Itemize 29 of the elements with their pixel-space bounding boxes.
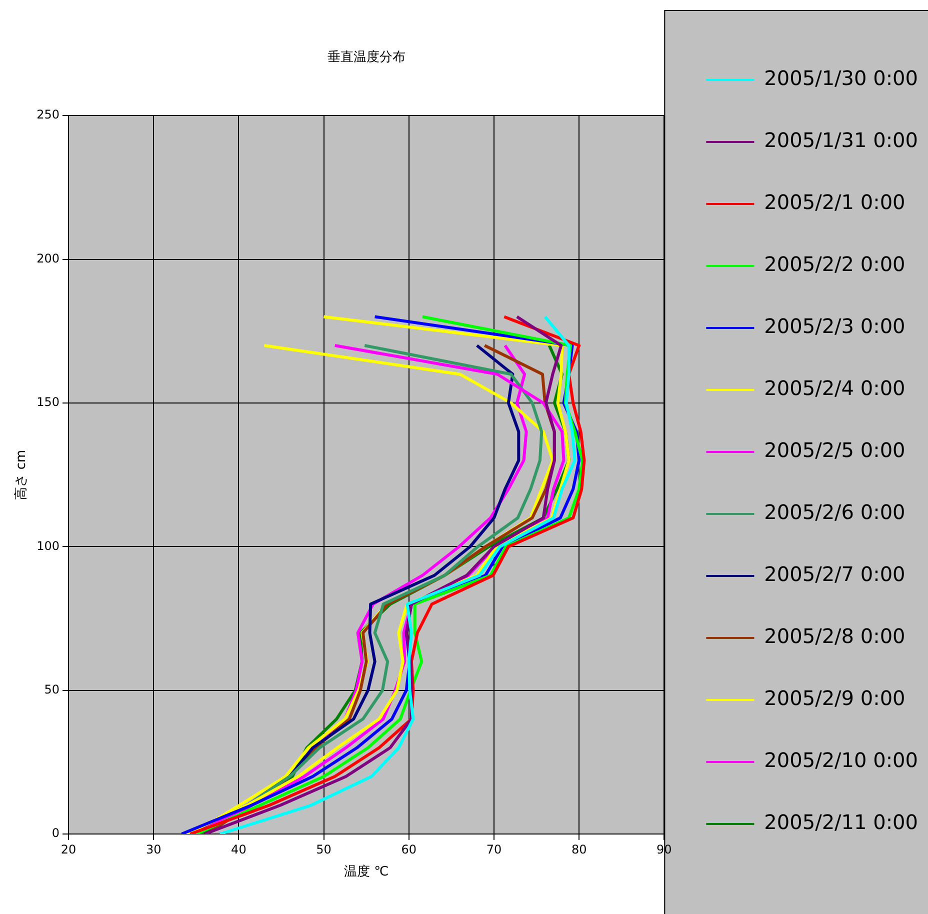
y-tick-label: 200 bbox=[36, 251, 60, 266]
legend-label: 2005/2/1 0:00 bbox=[764, 190, 906, 214]
legend-label: 2005/2/8 0:00 bbox=[764, 624, 906, 648]
chart-title: 垂直温度分布 bbox=[327, 49, 406, 66]
legend-label: 2005/2/5 0:00 bbox=[764, 438, 906, 462]
legend-label: 2005/2/4 0:00 bbox=[764, 376, 906, 400]
y-tick-label: 150 bbox=[36, 395, 60, 410]
y-tick-label: 0 bbox=[52, 826, 60, 840]
x-axis-title: 温度 ℃ bbox=[344, 864, 389, 880]
x-tick-label: 60 bbox=[401, 842, 417, 856]
legend-label: 2005/2/7 0:00 bbox=[764, 562, 906, 586]
legend-label: 2005/2/11 0:00 bbox=[764, 810, 918, 834]
legend-label: 2005/2/3 0:00 bbox=[764, 314, 906, 338]
legend-label: 2005/2/10 0:00 bbox=[764, 748, 918, 772]
x-tick-label: 50 bbox=[316, 842, 332, 856]
legend-label: 2005/1/31 0:00 bbox=[764, 128, 918, 152]
x-tick-label: 30 bbox=[146, 842, 162, 856]
legend-label: 2005/2/9 0:00 bbox=[764, 686, 906, 710]
y-tick-label: 50 bbox=[44, 682, 60, 696]
legend-label: 2005/1/30 0:00 bbox=[764, 66, 918, 90]
x-tick-label: 70 bbox=[486, 842, 502, 856]
y-tick-label: 100 bbox=[36, 538, 60, 553]
y-tick-label: 250 bbox=[36, 108, 60, 122]
legend-label: 2005/2/2 0:00 bbox=[764, 252, 906, 276]
y-axis-title: 高さ cm bbox=[13, 450, 30, 500]
x-tick-label: 20 bbox=[60, 842, 76, 856]
x-tick-label: 40 bbox=[231, 842, 246, 856]
x-tick-label: 80 bbox=[571, 842, 587, 856]
legend-label: 2005/2/6 0:00 bbox=[764, 500, 906, 524]
